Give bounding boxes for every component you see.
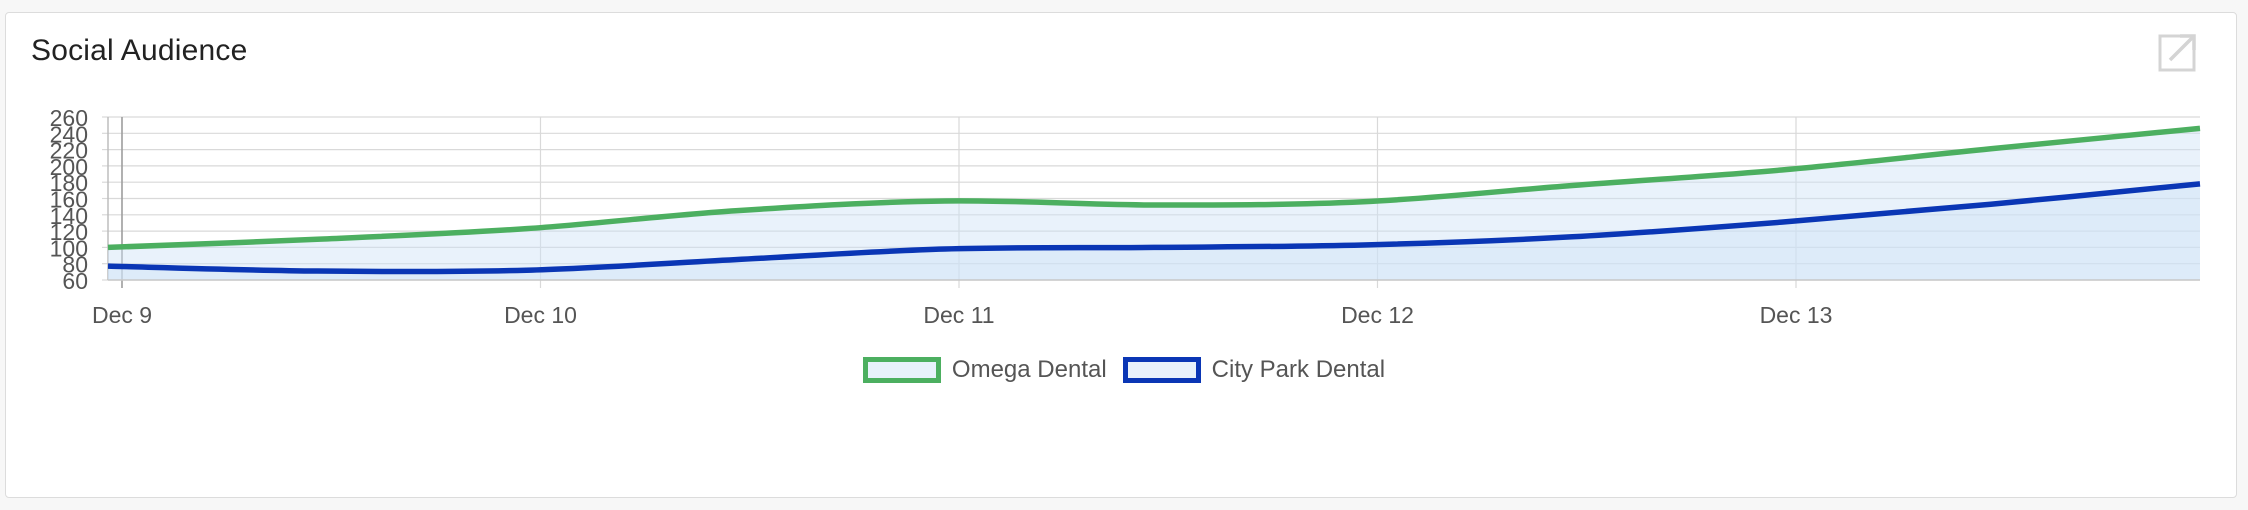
legend-label: Omega Dental: [951, 356, 1107, 383]
y-tick-label: 200: [50, 154, 88, 180]
y-tick-label: 180: [50, 170, 88, 196]
legend-item-1[interactable]: Omega Dental: [862, 356, 1107, 384]
legend-label: City Park Dental: [1211, 356, 1386, 383]
y-tick-label: 120: [50, 219, 88, 245]
y-tick-label: 80: [62, 252, 88, 278]
x-tick-label: Dec 9: [92, 302, 152, 328]
y-tick-label: 220: [50, 138, 88, 164]
y-tick-label: 260: [50, 105, 88, 131]
x-tick-label: Dec 12: [1341, 302, 1414, 328]
social-audience-card: [5, 12, 2237, 498]
legend-item-2[interactable]: City Park Dental: [1122, 356, 1386, 384]
y-tick-label: 100: [50, 235, 88, 261]
legend-swatch: [1122, 357, 1201, 383]
series-area-2: [108, 183, 2200, 280]
y-tick-label: 140: [50, 203, 88, 229]
legend-swatch: [862, 357, 941, 383]
y-tick-label: 160: [50, 187, 88, 213]
y-tick-label: 240: [50, 121, 88, 147]
x-tick-label: Dec 10: [504, 302, 577, 328]
series-line-2: [107, 181, 2201, 275]
y-tick-label: 60: [62, 268, 88, 294]
x-tick-label: Dec 13: [1760, 302, 1833, 328]
x-tick-label: Dec 11: [923, 302, 994, 328]
series-line-1: [107, 125, 2201, 251]
series-area-1: [108, 128, 2200, 280]
external-link-icon[interactable]: [2158, 32, 2198, 72]
chart-legend: Omega Dental City Park Dental: [0, 356, 2248, 384]
card-title: Social Audience: [31, 34, 248, 67]
